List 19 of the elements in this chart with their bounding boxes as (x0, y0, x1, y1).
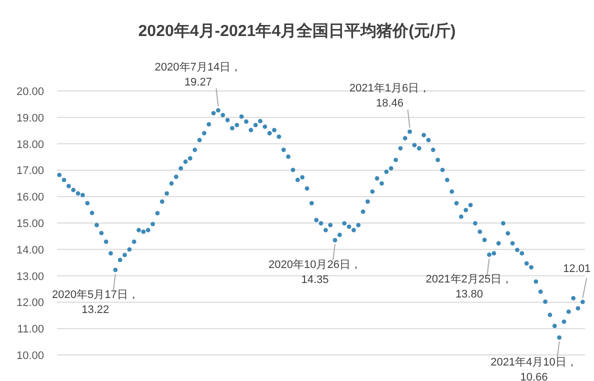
y-tick-label: 14.00 (16, 244, 44, 256)
y-tick-label: 10.00 (16, 350, 44, 362)
y-tick-label: 19.00 (16, 112, 44, 124)
y-tick-label: 12.00 (16, 297, 44, 310)
y-tick-label: 13.00 (16, 270, 44, 283)
y-tick-label: 11.00 (17, 324, 44, 336)
annotation: 2020年5月17日， 13.22 (52, 288, 139, 316)
text: 2020年7月14日， 19.27 (154, 61, 242, 88)
annotation: 2021年2月25日， 13.80 (426, 274, 513, 301)
text: 2021年4月10日， 10.66 (490, 356, 578, 381)
annotation: 12.01 (563, 262, 591, 275)
y-tick-label: 15.00 (16, 218, 44, 230)
y-tick-label: 17.00 (16, 165, 44, 178)
annotation: 2020年10月26日， 14.35 (268, 259, 362, 286)
annotation: 2021年1月6日， 18.46 (349, 82, 430, 110)
y-tick-label: 16.00 (16, 192, 44, 204)
y-tick-label: 18.00 (16, 138, 44, 151)
chart-title: 2020年4月-2021年4月全国日平均猪价(元/斤) (138, 22, 456, 40)
y-tick-label: 20.00 (16, 86, 44, 98)
